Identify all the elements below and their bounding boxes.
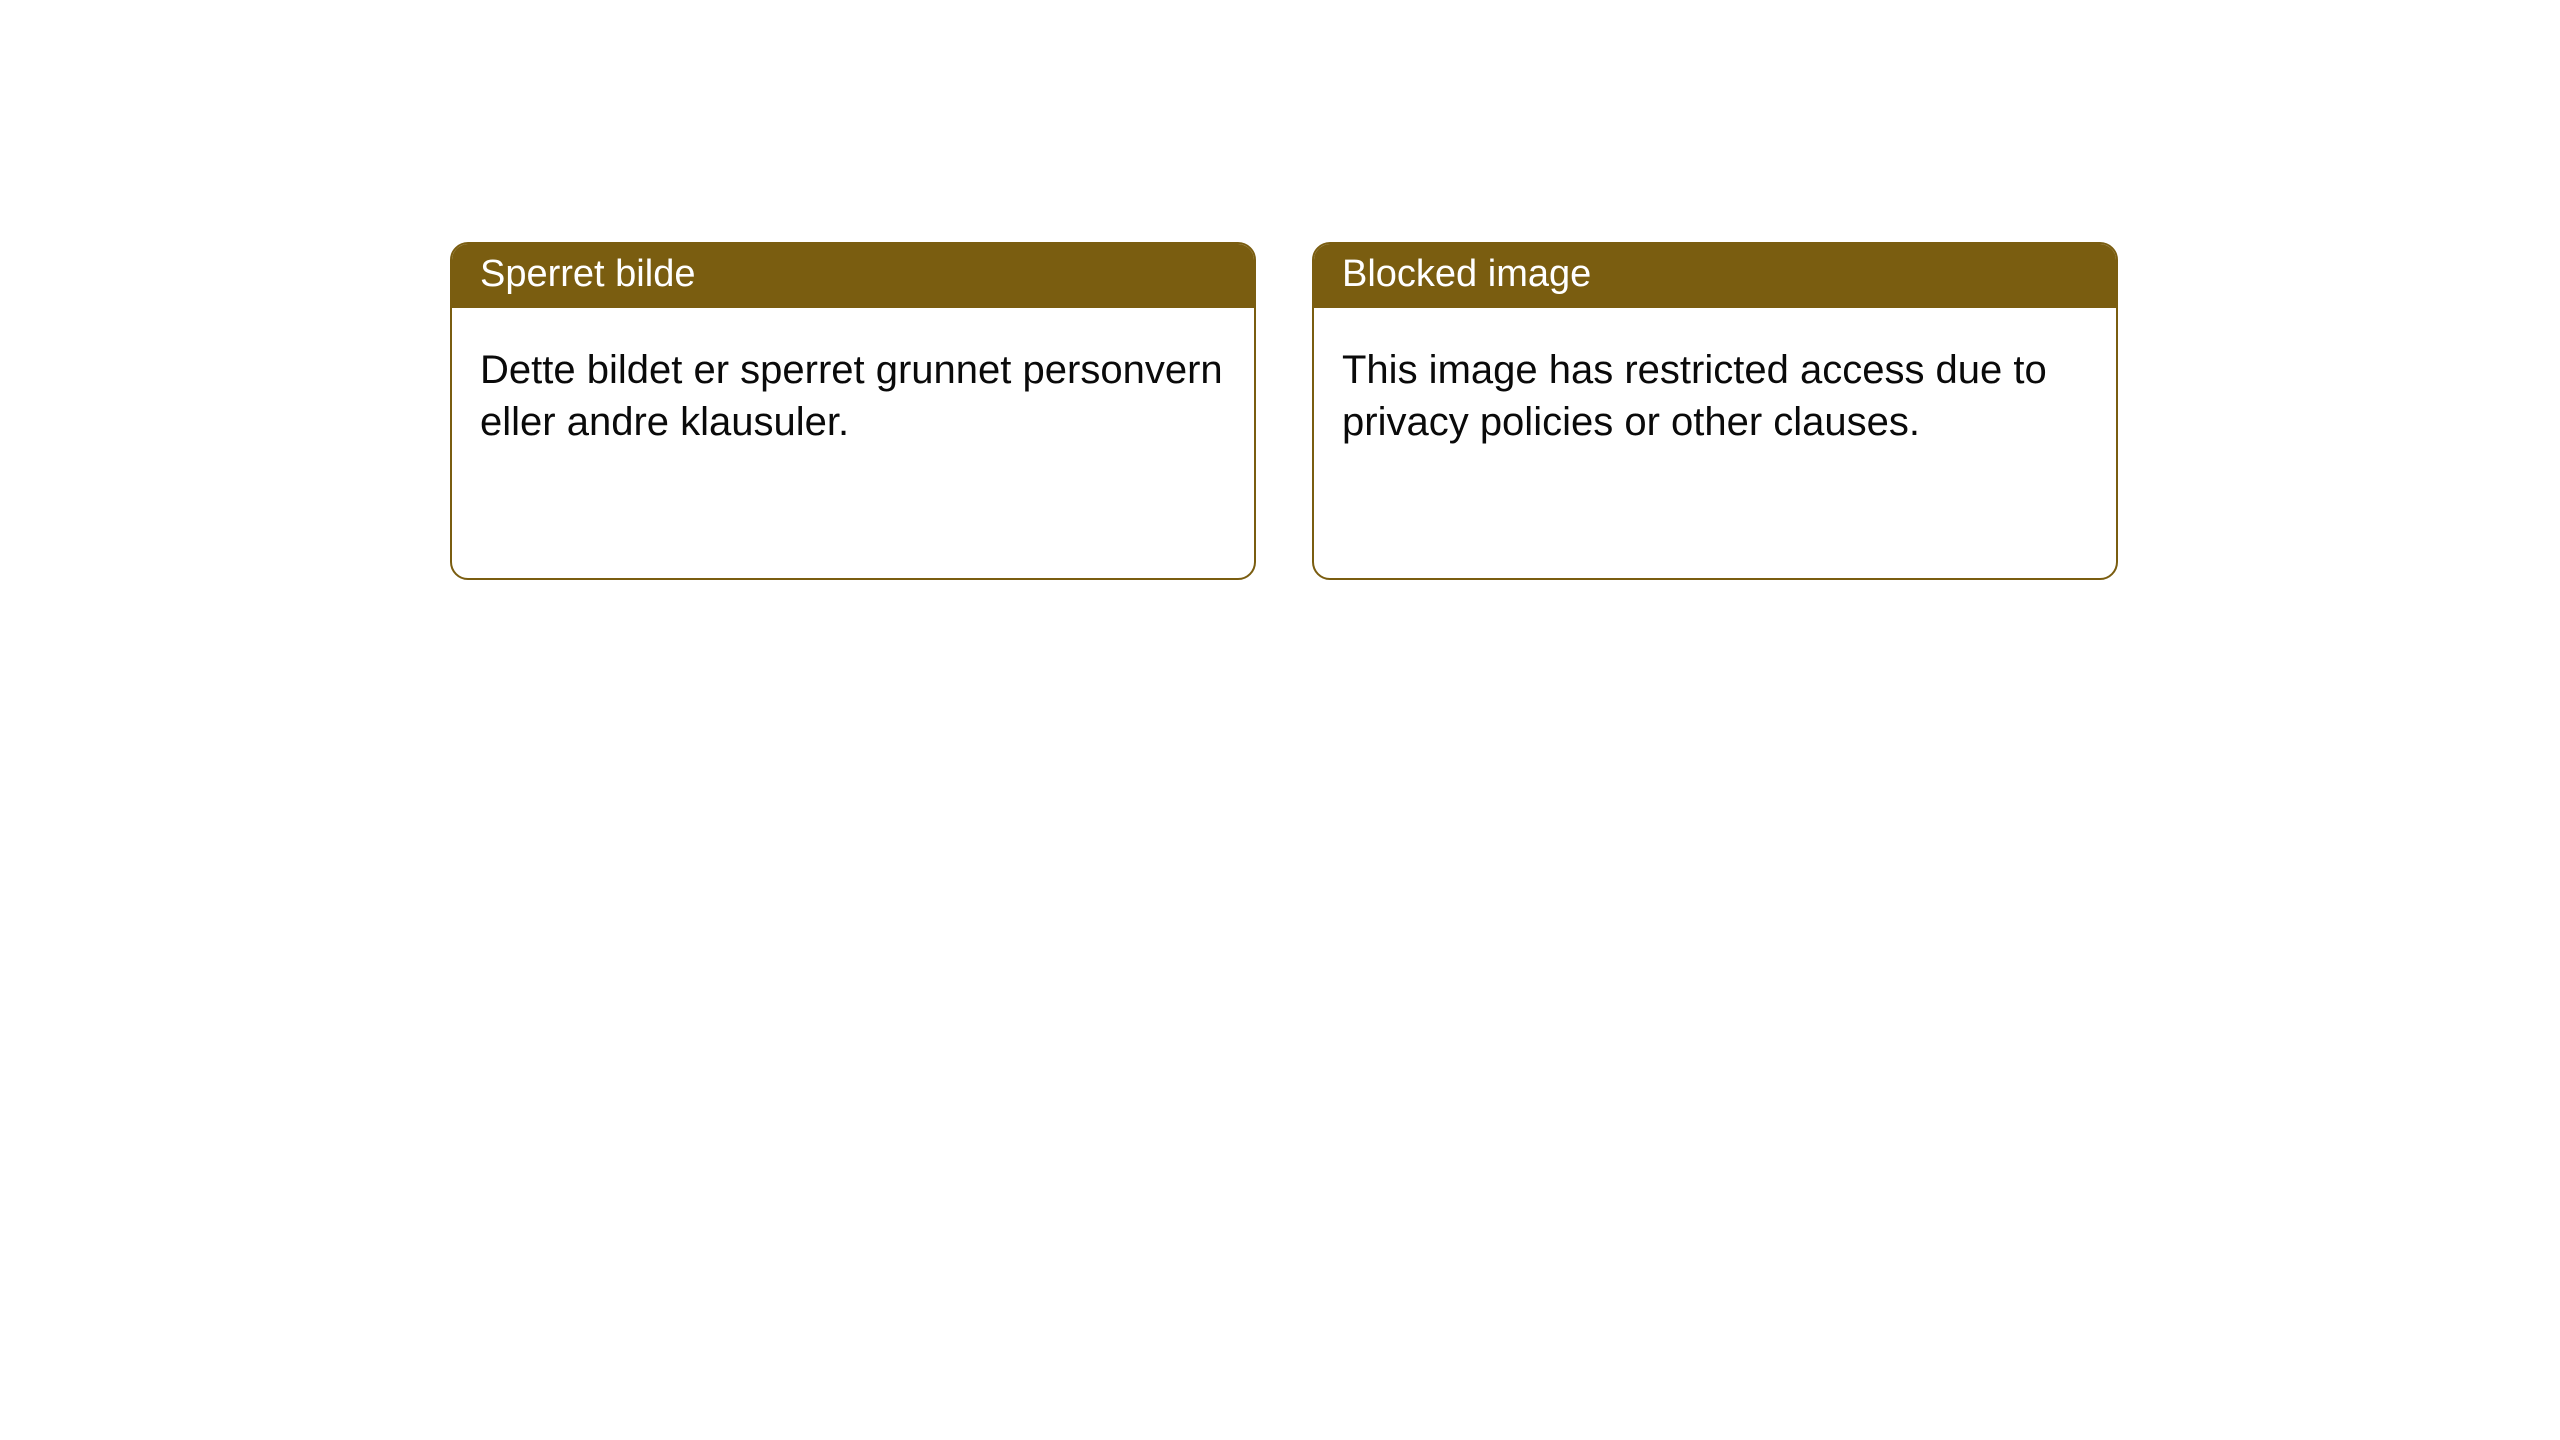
notice-card-en: Blocked image This image has restricted … xyxy=(1312,242,2118,580)
card-body-en: This image has restricted access due to … xyxy=(1314,308,2116,478)
card-header-no: Sperret bilde xyxy=(452,244,1254,308)
card-body-no: Dette bildet er sperret grunnet personve… xyxy=(452,308,1254,478)
notice-container: Sperret bilde Dette bildet er sperret gr… xyxy=(0,0,2560,580)
card-header-en: Blocked image xyxy=(1314,244,2116,308)
notice-card-no: Sperret bilde Dette bildet er sperret gr… xyxy=(450,242,1256,580)
